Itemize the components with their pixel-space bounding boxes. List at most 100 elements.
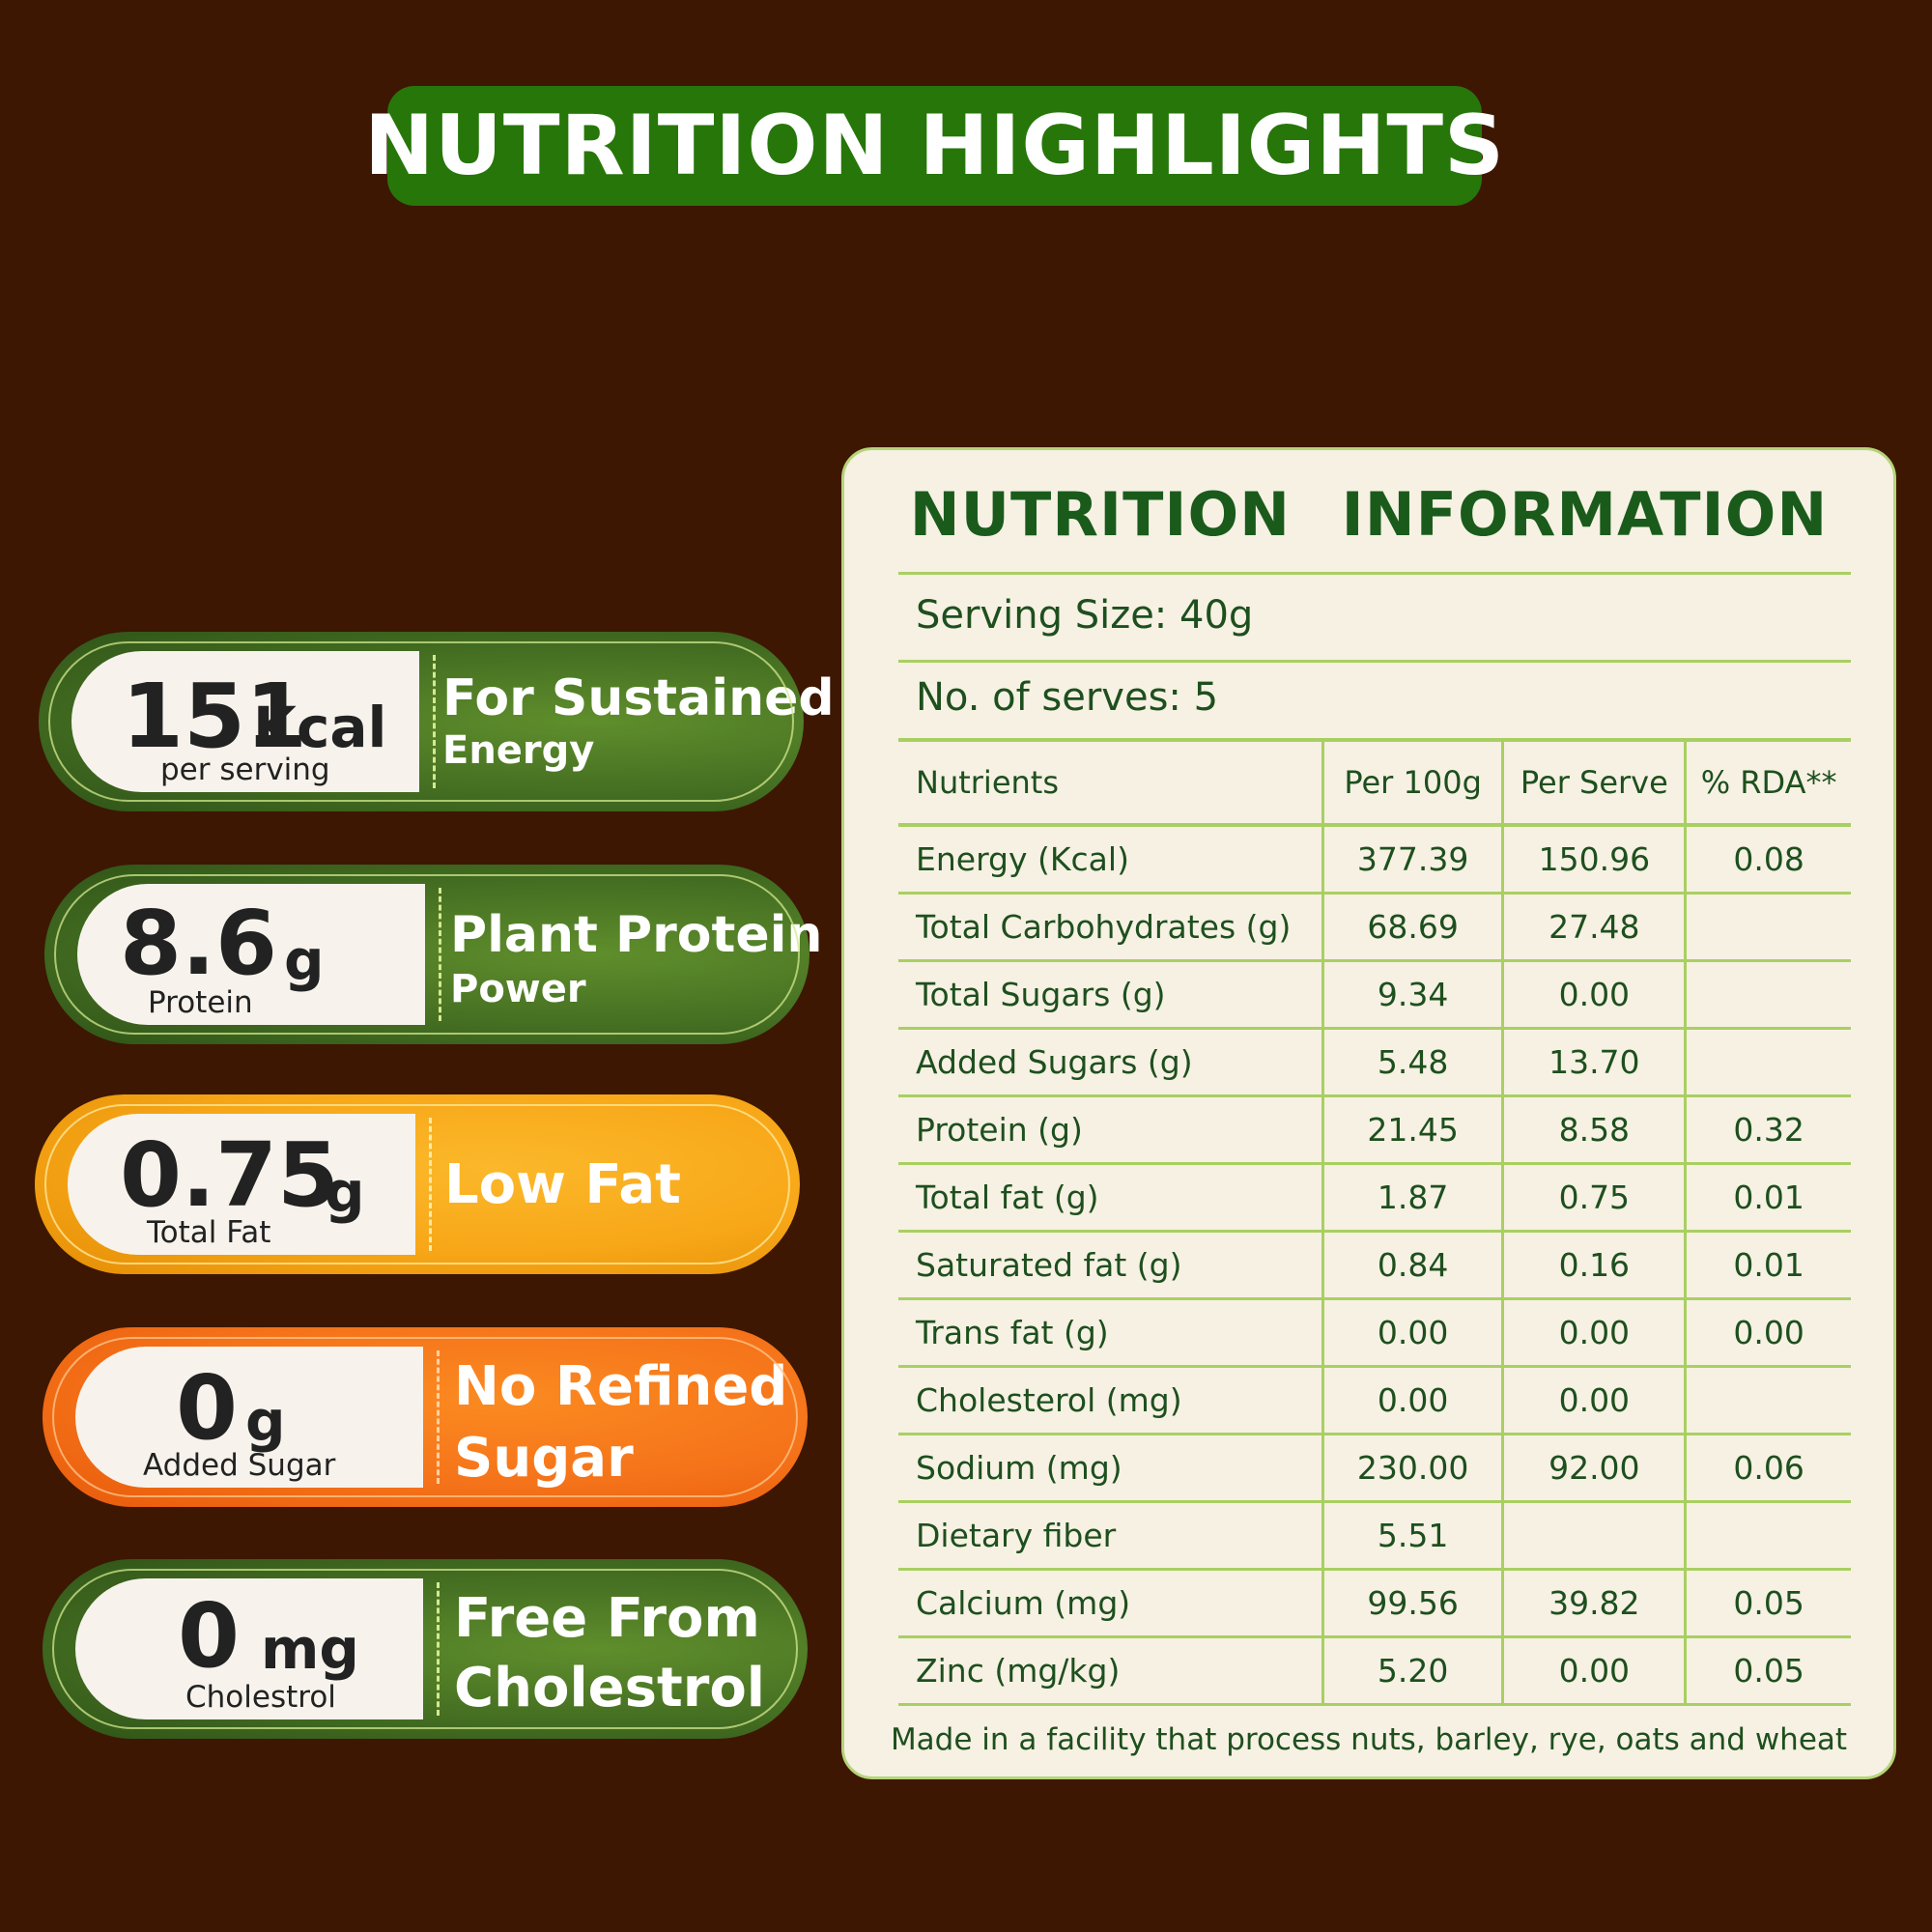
- nutrient-value: 0.16: [1501, 1231, 1686, 1300]
- nutrient-value: 99.56: [1321, 1569, 1503, 1638]
- serving-size: Serving Size: 40g: [916, 593, 1254, 638]
- nutrient-value: 0.00: [1684, 1298, 1851, 1368]
- nutrient-value: 0.00: [1501, 1366, 1686, 1435]
- highlight-label: Cholestrol: [185, 1680, 336, 1715]
- column-header: Nutrients: [898, 742, 1323, 827]
- nutrient-value: 230.00: [1321, 1434, 1503, 1503]
- nutrient-value: 0.75: [1501, 1163, 1686, 1233]
- value-box: [68, 1114, 415, 1255]
- nutrient-value: 5.48: [1321, 1028, 1503, 1097]
- highlight-value: 0.75: [120, 1123, 339, 1227]
- nutrient-value: 150.96: [1501, 825, 1686, 895]
- nutrient-name: Total Sugars (g): [898, 960, 1323, 1030]
- table-row: Trans fat (g) 0.00 0.00 0.00: [898, 1298, 1851, 1368]
- nutrient-value: 0.05: [1684, 1636, 1851, 1706]
- nutrient-value: 0.32: [1684, 1095, 1851, 1165]
- highlight-text-line1: For Sustained: [442, 669, 835, 727]
- table-row: Sodium (mg) 230.00 92.00 0.06: [898, 1434, 1851, 1503]
- nutrient-value: [1684, 1501, 1851, 1571]
- divider: [898, 738, 1851, 742]
- dashed-divider: [433, 655, 436, 788]
- highlight-unit: g: [325, 1159, 365, 1225]
- dashed-divider: [437, 1350, 440, 1484]
- allergen-footnote: Made in a facility that process nuts, ba…: [890, 1722, 1848, 1757]
- table-row: Protein (g) 21.45 8.58 0.32: [898, 1095, 1851, 1165]
- table-row: Calcium (mg) 99.56 39.82 0.05: [898, 1569, 1851, 1638]
- highlight-value: 0: [178, 1584, 241, 1688]
- nutrient-value: 27.48: [1501, 893, 1686, 962]
- nutrient-value: [1684, 893, 1851, 962]
- nutrient-name: Total Carbohydrates (g): [898, 893, 1323, 962]
- nutrient-value: 1.87: [1321, 1163, 1503, 1233]
- page-title: NUTRITION HIGHLIGHTS: [364, 98, 1505, 194]
- nutrient-value: 0.00: [1321, 1298, 1503, 1368]
- nutrient-name: Protein (g): [898, 1095, 1323, 1165]
- dashed-divider: [429, 1118, 432, 1251]
- dashed-divider: [439, 888, 441, 1021]
- nutrition-table: Nutrients Per 100g Per Serve % RDA** Ene…: [898, 742, 1851, 1706]
- value-box: [71, 651, 419, 792]
- highlight-value: 8.6: [120, 892, 277, 995]
- value-box: [77, 884, 425, 1025]
- column-header: Per Serve: [1501, 742, 1686, 827]
- highlight-energy: 151 Kcal per serving For Sustained Energ…: [39, 632, 835, 811]
- nutrient-value: 39.82: [1501, 1569, 1686, 1638]
- nutrient-name: Energy (Kcal): [898, 825, 1323, 895]
- title-banner: NUTRITION HIGHLIGHTS: [364, 86, 1504, 206]
- highlight-value: 0: [176, 1356, 239, 1460]
- table-row: Cholesterol (mg) 0.00 0.00: [898, 1366, 1851, 1435]
- nutrient-value: 0.00: [1321, 1366, 1503, 1435]
- nutrient-value: [1501, 1501, 1686, 1571]
- nutrient-name: Zinc (mg/kg): [898, 1636, 1323, 1706]
- nutrient-value: 377.39: [1321, 825, 1503, 895]
- table-header-row: Nutrients Per 100g Per Serve % RDA**: [898, 742, 1851, 827]
- nutrient-value: [1684, 960, 1851, 1030]
- nutrient-name: Added Sugars (g): [898, 1028, 1323, 1097]
- nutrient-value: 0.05: [1684, 1569, 1851, 1638]
- serves-count: No. of serves: 5: [916, 675, 1219, 720]
- table-row: Total Sugars (g) 9.34 0.00: [898, 960, 1851, 1030]
- nutrient-value: 0.01: [1684, 1231, 1851, 1300]
- highlight-text-line1: Free From: [454, 1587, 760, 1650]
- highlight-text-line2: Energy: [442, 728, 595, 773]
- highlight-text-line2: Sugar: [454, 1427, 634, 1490]
- nutrient-value: [1684, 1366, 1851, 1435]
- highlight-text-line2: Cholestrol: [454, 1657, 765, 1719]
- nutrient-value: 13.70: [1501, 1028, 1686, 1097]
- nutrient-value: 8.58: [1501, 1095, 1686, 1165]
- nutrient-value: 68.69: [1321, 893, 1503, 962]
- nutrient-name: Dietary fiber: [898, 1501, 1323, 1571]
- highlight-sugar: 0 g Added Sugar No Refined Sugar: [43, 1327, 808, 1507]
- nutrient-name: Saturated fat (g): [898, 1231, 1323, 1300]
- highlight-unit: g: [245, 1388, 286, 1454]
- column-header: Per 100g: [1321, 742, 1503, 827]
- highlight-label: Total Fat: [147, 1215, 271, 1250]
- nutrient-name: Cholesterol (mg): [898, 1366, 1323, 1435]
- nutrient-value: 9.34: [1321, 960, 1503, 1030]
- nutrient-value: 92.00: [1501, 1434, 1686, 1503]
- highlight-text-line1: Plant Protein: [450, 906, 823, 964]
- nutrient-value: 0.00: [1501, 1636, 1686, 1706]
- highlight-label: Protein: [148, 985, 253, 1020]
- table-row: Saturated fat (g) 0.84 0.16 0.01: [898, 1231, 1851, 1300]
- highlight-protein: 8.6 g Protein Plant Protein Power: [44, 865, 822, 1044]
- value-box: [75, 1347, 423, 1488]
- highlight-label: per serving: [160, 753, 330, 787]
- card-title: NUTRITION INFORMATION: [909, 479, 1829, 550]
- nutrient-value: 0.84: [1321, 1231, 1503, 1300]
- highlight-text-line1: No Refined: [454, 1355, 788, 1418]
- divider: [898, 572, 1851, 575]
- highlight-unit: g: [284, 927, 325, 993]
- table-row: Added Sugars (g) 5.48 13.70: [898, 1028, 1851, 1097]
- nutrient-value: [1684, 1028, 1851, 1097]
- nutrient-name: Sodium (mg): [898, 1434, 1323, 1503]
- nutrient-name: Trans fat (g): [898, 1298, 1323, 1368]
- nutrient-name: Total fat (g): [898, 1163, 1323, 1233]
- nutrient-value: 0.06: [1684, 1434, 1851, 1503]
- nutrient-value: 0.08: [1684, 825, 1851, 895]
- highlight-value: 151: [122, 665, 308, 768]
- nutrient-value: 0.00: [1501, 1298, 1686, 1368]
- table-row: Dietary fiber 5.51: [898, 1501, 1851, 1571]
- highlight-unit: Kcal: [253, 695, 387, 760]
- nutrient-value: 21.45: [1321, 1095, 1503, 1165]
